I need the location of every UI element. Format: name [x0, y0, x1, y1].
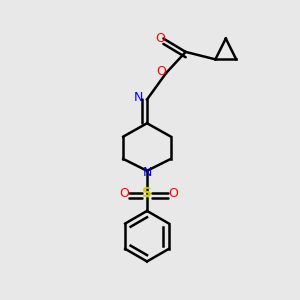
Text: S: S	[142, 186, 152, 200]
Text: O: O	[155, 32, 165, 45]
Text: O: O	[156, 65, 166, 78]
Text: N: N	[134, 91, 143, 103]
Text: O: O	[168, 187, 178, 200]
Text: N: N	[142, 166, 152, 179]
Text: O: O	[119, 187, 129, 200]
